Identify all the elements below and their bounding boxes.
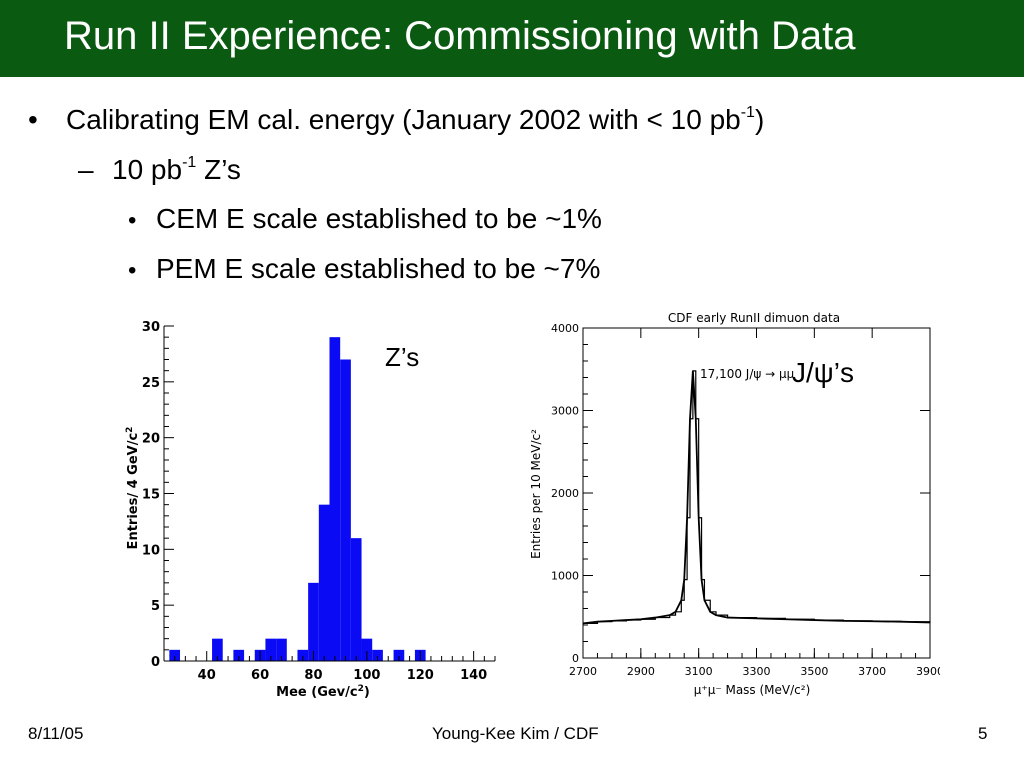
dimuon-x-tick-label: 3300 (743, 665, 771, 678)
histogram-bar (340, 359, 351, 661)
histogram-bar (318, 504, 330, 661)
dimuon-x-tick-label: 3500 (800, 665, 828, 678)
dimuon-y-tick-label: 1000 (551, 570, 579, 583)
histogram-bar (372, 649, 383, 661)
bullet-calibrating-text: Calibrating EM cal. energy (January 2002… (66, 104, 741, 135)
histogram-bar (308, 582, 319, 661)
bullet-z-sample-tail: Z’s (196, 154, 241, 185)
dimuon-y-tick-label: 0 (572, 652, 579, 665)
dimuon-y-tick-label: 4000 (551, 322, 579, 335)
histogram-bar (329, 337, 341, 661)
dimuon-mass-plot: CDF early RunII dimuon data 17,100 J/ψ →… (529, 311, 940, 697)
z-x-tick-label: 60 (251, 668, 269, 683)
footer-date: 8/11/05 (28, 724, 84, 743)
bullet-pem-scale-text: PEM E scale established to be ~7% (156, 253, 601, 284)
dash-marker: – (78, 154, 94, 185)
bullet-cem-scale: • CEM E scale established to be ~1% (128, 203, 602, 235)
histogram-bar (169, 649, 181, 661)
bullet-calibrating-tail: ) (754, 104, 765, 135)
z-annotation: Z’s (385, 342, 419, 372)
dimuon-fit-curve (582, 370, 931, 625)
histogram-bar (233, 649, 245, 661)
z-x-tick-label: 120 (407, 668, 434, 683)
footer-page-number: 5 (978, 724, 988, 743)
histogram-bar (393, 649, 405, 661)
bullet-calibrating: • Calibrating EM cal. energy (January 200… (28, 104, 764, 136)
z-ylabel-main: Entries/ 4 GeV/c (126, 433, 141, 550)
dimuon-x-tick-label: 3700 (858, 665, 886, 678)
slide-title: Run II Experience: Commissioning with Da… (64, 14, 856, 58)
footer-author: Young-Kee Kim / CDF (432, 724, 599, 743)
dimuon-y-tick-label: 3000 (551, 405, 579, 418)
z-xlabel: Mee (Gev/c2) (276, 684, 370, 700)
histogram-bar (265, 638, 277, 661)
z-y-tick-label: 10 (142, 543, 160, 558)
histogram-bar (297, 649, 309, 661)
z-x-tick-label: 100 (353, 668, 380, 683)
dimuon-x-tick-label: 2700 (569, 665, 597, 678)
z-y-tick-label: 5 (151, 599, 160, 614)
z-y-tick-label: 25 (142, 376, 160, 391)
title-bar: Run II Experience: Commissioning with Da… (0, 0, 1024, 77)
z-y-tick-label: 15 (142, 488, 160, 503)
dimuon-x-tick-label: 3900 (916, 665, 940, 678)
bullet-z-sample-sup: -1 (182, 154, 197, 171)
dimuon-title: CDF early RunII dimuon data (668, 311, 840, 325)
z-xlabel-tail: ) (364, 685, 370, 700)
z-mass-histogram: Z’s Mee (Gev/c2) Entries/ 4 GeV/c2 05101… (125, 320, 496, 700)
z-x-tick-label: 140 (460, 668, 487, 683)
bullet-calibrating-sup: -1 (740, 104, 755, 121)
bullet-cem-scale-text: CEM E scale established to be ~1% (156, 203, 602, 234)
bullet-marker-icon: • (128, 257, 137, 284)
jpsi-annotation: 17,100 J/ψ → μμ (700, 367, 795, 381)
histogram-bar (212, 638, 223, 661)
dimuon-ylabel: Entries per 10 MeV/c² (529, 429, 543, 559)
z-y-tick-label: 0 (151, 655, 160, 670)
histogram-bar (350, 538, 362, 661)
z-xlabel-main: Mee (Gev/c (276, 685, 357, 700)
z-xlabel-sup: 2 (358, 684, 364, 694)
bullet-z-sample-text: 10 pb (112, 154, 183, 185)
dimuon-y-tick-label: 2000 (551, 487, 579, 500)
dimuon-x-tick-label: 2900 (627, 665, 655, 678)
dimuon-x-tick-label: 3100 (685, 665, 713, 678)
dimuon-histogram-line (583, 370, 931, 624)
bullet-marker-icon: • (28, 104, 38, 135)
z-ylabel-sup: 2 (125, 427, 135, 433)
z-x-tick-label: 40 (198, 668, 216, 683)
jpsi-overlay-label: J/ψ’s (792, 357, 854, 388)
z-y-tick-label: 30 (142, 320, 160, 335)
bullet-z-sample: –10 pb-1 Z’s (78, 154, 241, 186)
z-x-tick-label: 80 (304, 668, 322, 683)
z-y-tick-label: 20 (142, 432, 160, 447)
histogram-bar (361, 638, 373, 661)
dimuon-xlabel: μ⁺μ⁻ Mass (MeV/c²) (694, 683, 811, 697)
z-ylabel: Entries/ 4 GeV/c2 (125, 427, 141, 550)
histogram-bar (276, 638, 287, 661)
bullet-pem-scale: • PEM E scale established to be ~7% (128, 253, 600, 285)
bullet-marker-icon: • (128, 207, 137, 234)
